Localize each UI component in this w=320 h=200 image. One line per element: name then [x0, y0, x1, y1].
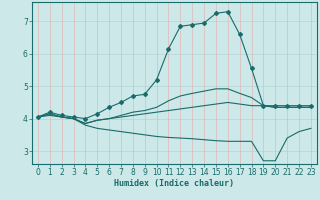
X-axis label: Humidex (Indice chaleur): Humidex (Indice chaleur): [115, 179, 234, 188]
